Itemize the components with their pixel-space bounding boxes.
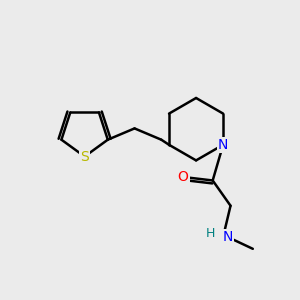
Text: S: S [80, 149, 89, 164]
Text: N: N [222, 230, 233, 244]
Text: N: N [218, 138, 228, 152]
Text: H: H [206, 227, 215, 241]
Text: O: O [178, 170, 188, 184]
